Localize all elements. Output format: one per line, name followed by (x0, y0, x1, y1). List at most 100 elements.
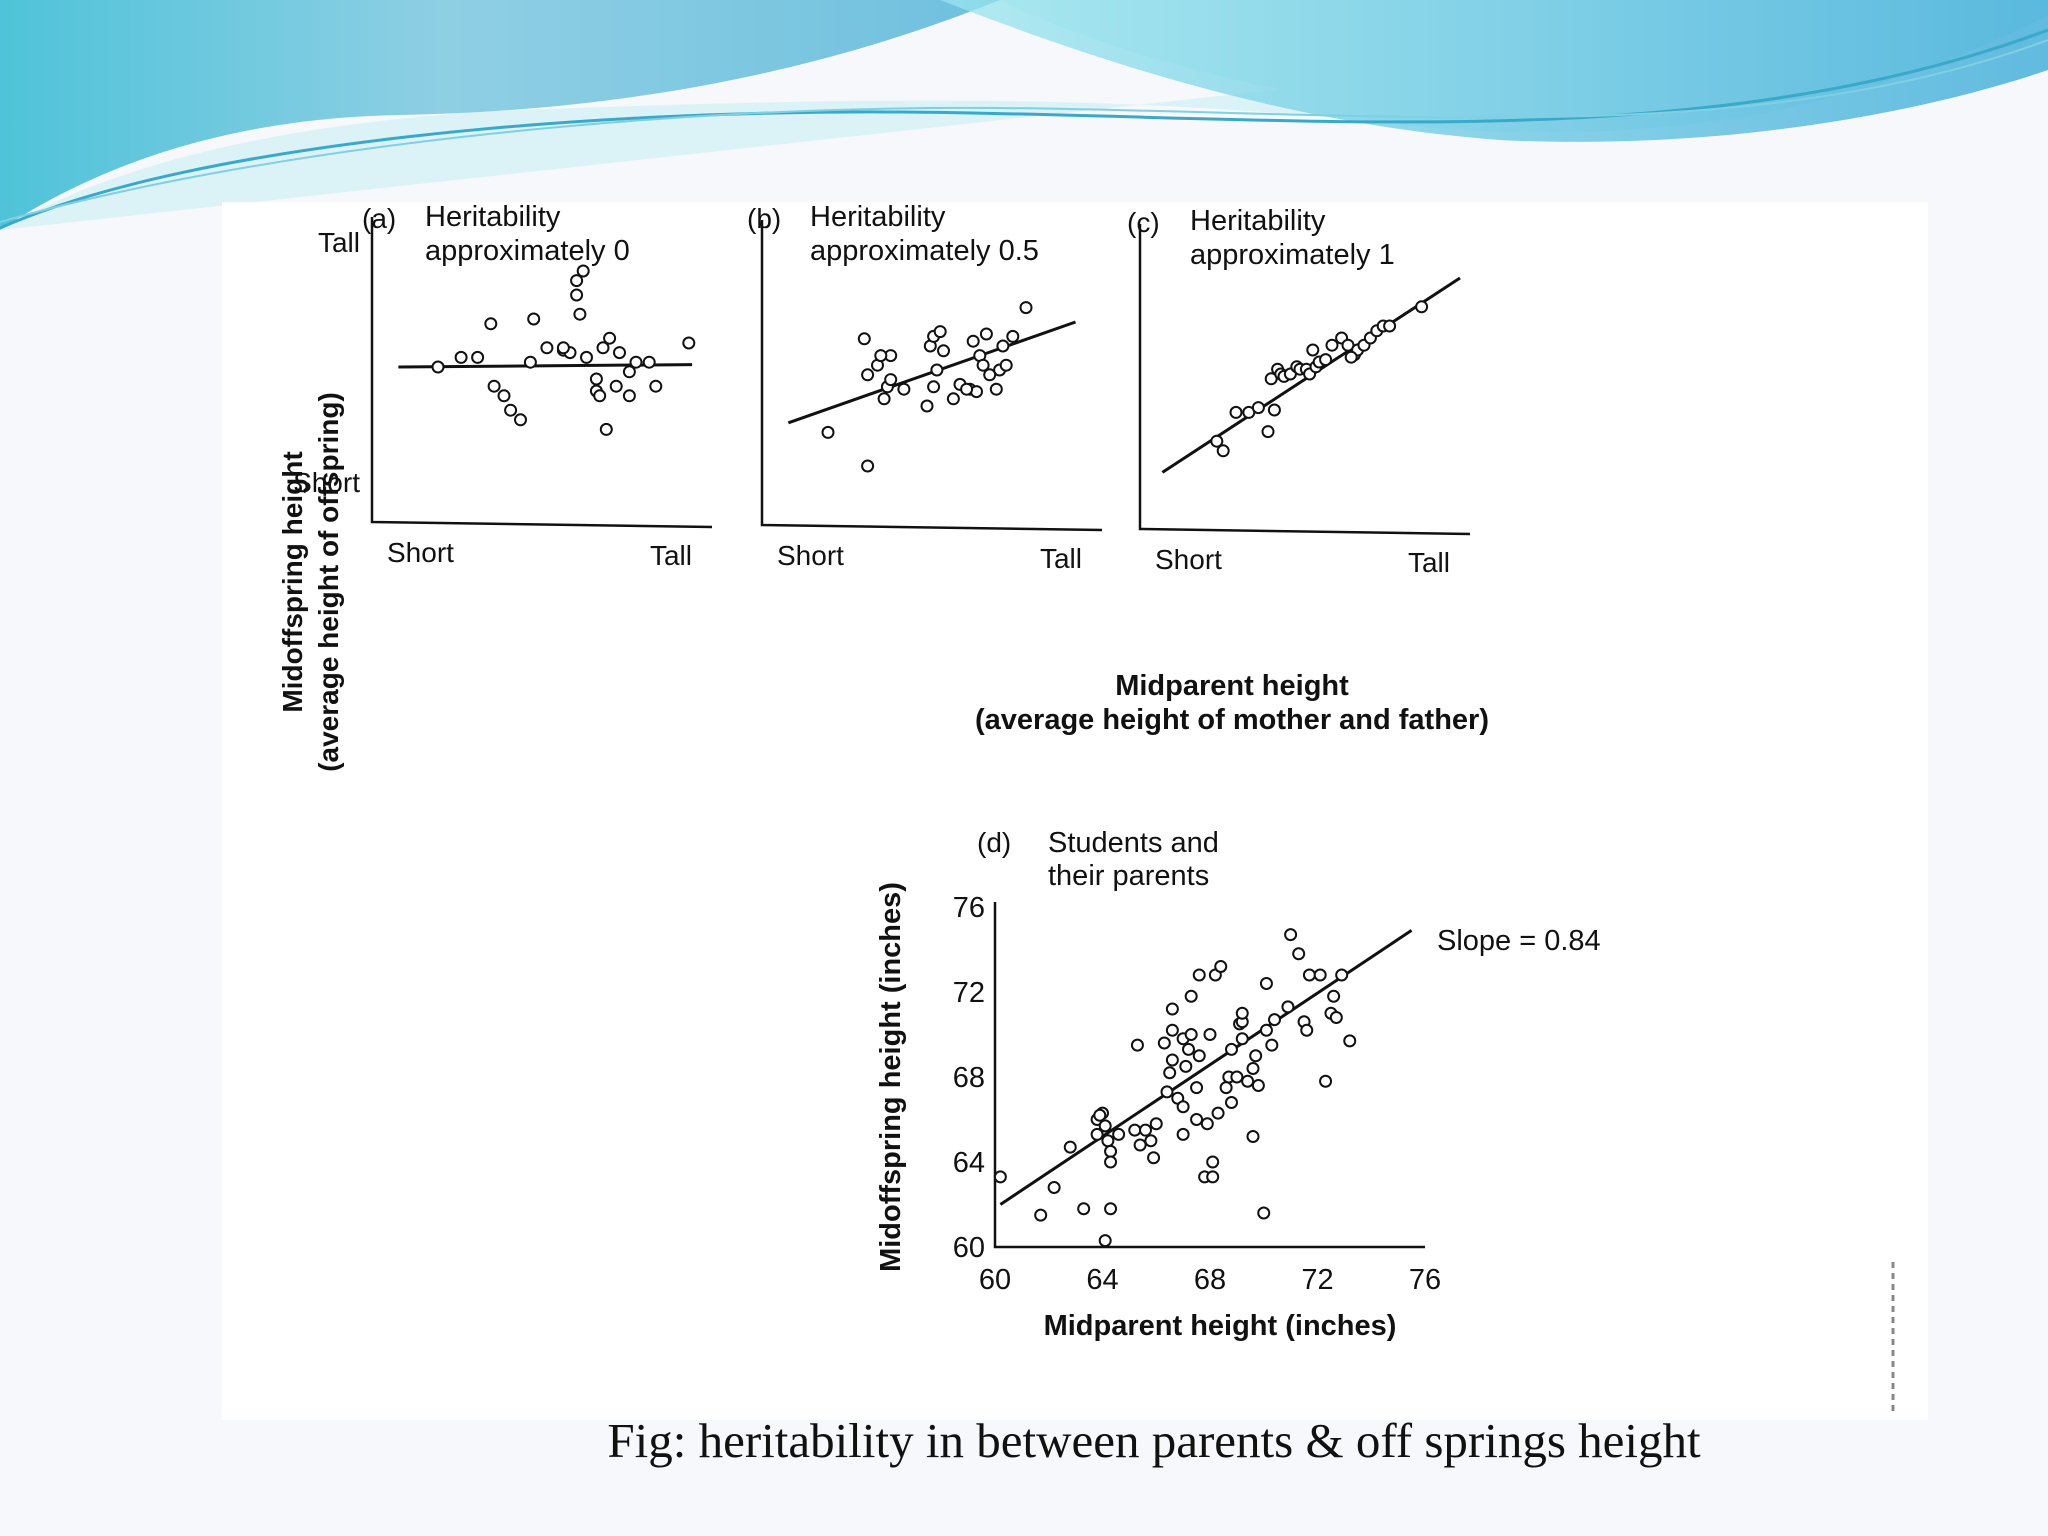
axes (993, 902, 1425, 1249)
data-point (1200, 1117, 1214, 1131)
x-tick-label: Tall (1408, 547, 1450, 578)
data-point (1235, 1032, 1249, 1046)
data-point (1259, 1023, 1273, 1037)
heritability-figure: Midoffspring height (average height of o… (277, 202, 1895, 1412)
data-point (1176, 1127, 1190, 1141)
y-tick-label: Tall (318, 227, 360, 258)
x-axis-title-line2: (average height of mother and father) (975, 704, 1489, 736)
data-point (642, 355, 656, 369)
data-point (1319, 353, 1333, 367)
slope-annotation: Slope = 0.84 (1437, 925, 1601, 957)
data-point (596, 341, 610, 355)
x-tick-label: Tall (1040, 543, 1082, 574)
data-point (593, 389, 607, 403)
panel-title-line1: Students and (1048, 827, 1219, 859)
data-point (1219, 1081, 1233, 1095)
data-point (1327, 989, 1341, 1003)
data-point (1112, 1127, 1126, 1141)
data-point (976, 358, 990, 372)
data-point (556, 341, 570, 355)
data-point (1098, 1234, 1112, 1248)
data-point (1235, 1006, 1249, 1020)
data-point (1203, 1028, 1217, 1041)
data-point (1216, 444, 1230, 458)
panel-title-line1: Heritability (1190, 205, 1326, 237)
data-point (682, 336, 696, 350)
x-tick-label: 64 (1086, 1264, 1118, 1296)
data-point (1343, 1034, 1357, 1048)
data-point (937, 344, 950, 358)
data-point (933, 325, 947, 339)
data-point (484, 317, 498, 331)
data-point (1139, 1123, 1152, 1137)
data-point (1157, 1036, 1171, 1050)
data-point (1241, 1074, 1255, 1088)
panel-label: (a) (362, 203, 396, 234)
x-tick-label: Short (777, 540, 844, 571)
x-tick-label: Short (387, 537, 454, 568)
data-point (1104, 1155, 1118, 1169)
data-point (960, 382, 974, 396)
data-point (603, 331, 617, 345)
axes (760, 220, 1103, 532)
data-point (884, 373, 898, 387)
data-point (1210, 434, 1224, 448)
data-point (1261, 425, 1275, 439)
data-point (1206, 1155, 1220, 1169)
data-point (966, 334, 980, 348)
data-point (1267, 403, 1281, 417)
x-tick-label: 60 (979, 1264, 1011, 1296)
data-point (1077, 1202, 1091, 1216)
data-point (1019, 301, 1033, 315)
data-point (514, 413, 527, 427)
panel-title-line2: approximately 0.5 (810, 235, 1039, 267)
data-point (1063, 1140, 1077, 1154)
data-point (504, 403, 518, 417)
data-point (1182, 1042, 1195, 1056)
data-point (930, 363, 944, 377)
data-point (431, 360, 445, 374)
data-point (1300, 1023, 1314, 1037)
panel-title-line1: Heritability (810, 202, 946, 233)
data-point (999, 358, 1013, 372)
data-point (1251, 401, 1265, 415)
data-point (1176, 1100, 1190, 1114)
data-point (1265, 1038, 1279, 1052)
data-point (497, 389, 511, 403)
y-tick-label: 64 (953, 1147, 985, 1179)
data-point (1325, 338, 1339, 352)
data-point (1104, 1144, 1118, 1158)
data-point (576, 264, 590, 278)
data-point (1034, 1208, 1048, 1222)
data-point (1192, 968, 1206, 982)
data-point (877, 392, 891, 406)
data-point (523, 355, 537, 369)
regression-line (398, 363, 693, 369)
data-point (821, 425, 835, 439)
panel-title-line2: approximately 0 (425, 235, 630, 267)
data-point (622, 365, 636, 379)
data-point (573, 307, 587, 321)
data-point (1098, 1119, 1112, 1133)
data-point (1147, 1151, 1161, 1165)
x-axis-title: Midparent height (inches) (1044, 1310, 1397, 1342)
data-point (1160, 1085, 1174, 1099)
panel-label: (c) (1127, 207, 1160, 238)
data-point (874, 349, 888, 363)
figure-caption: Fig: heritability in between parents & o… (607, 1413, 1701, 1468)
data-point (1281, 1000, 1295, 1014)
axes (370, 217, 713, 529)
y-tick-label: 76 (953, 892, 985, 924)
data-point (861, 459, 875, 473)
data-point (1130, 1038, 1144, 1052)
axes (1138, 224, 1471, 536)
y-axis-title-line2: (average height of offspring) (313, 392, 344, 772)
data-point (1284, 928, 1298, 942)
data-point (1047, 1181, 1061, 1194)
panel-label: (d) (977, 827, 1011, 858)
data-point (1225, 1042, 1238, 1056)
